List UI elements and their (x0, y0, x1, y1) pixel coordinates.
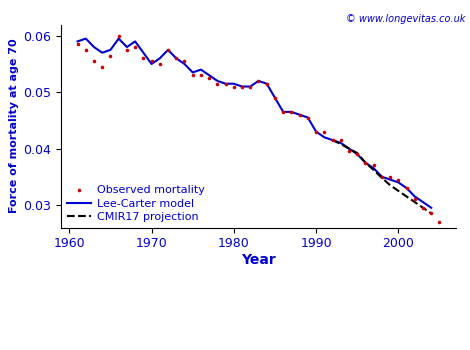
Point (296, 112, 303, 118)
Point (205, 75, 213, 81)
Point (90, 58, 98, 64)
Y-axis label: Force of mortality at age 70: Force of mortality at age 70 (9, 39, 19, 213)
Text: © www.longevitas.co.uk: © www.longevitas.co.uk (346, 14, 465, 24)
Point (279, 109, 287, 115)
Point (436, 219, 443, 225)
Point (230, 84, 237, 89)
Point (411, 196, 418, 202)
Point (312, 129, 320, 134)
X-axis label: Year: Year (241, 253, 276, 267)
Point (345, 148, 352, 154)
Point (140, 56, 147, 61)
Point (394, 177, 402, 182)
Point (180, 58, 188, 64)
Point (156, 61, 164, 67)
Point (123, 47, 131, 52)
Point (107, 53, 114, 58)
Point (246, 84, 254, 89)
Point (419, 205, 427, 211)
Point (213, 81, 221, 86)
Point (74, 41, 81, 47)
Point (115, 33, 122, 38)
Point (98, 64, 106, 70)
Point (329, 137, 336, 143)
Point (271, 95, 279, 100)
Point (263, 81, 270, 86)
Point (164, 47, 172, 52)
Point (172, 56, 180, 61)
Point (321, 129, 328, 134)
Point (82, 47, 89, 52)
Point (386, 174, 394, 180)
Point (403, 185, 410, 191)
Point (131, 44, 139, 50)
Point (288, 109, 295, 115)
Point (353, 152, 361, 157)
Point (148, 58, 155, 64)
Point (427, 211, 435, 216)
Point (304, 115, 312, 120)
Point (378, 174, 385, 180)
Point (197, 72, 204, 78)
Point (361, 160, 369, 166)
Point (337, 137, 345, 143)
Point (255, 78, 262, 84)
Legend: Observed mortality, Lee-Carter model, CMIR17 projection: Observed mortality, Lee-Carter model, CM… (67, 185, 204, 222)
Point (444, 228, 451, 233)
Point (238, 84, 246, 89)
Point (370, 163, 377, 168)
Point (189, 72, 196, 78)
Point (222, 81, 229, 86)
